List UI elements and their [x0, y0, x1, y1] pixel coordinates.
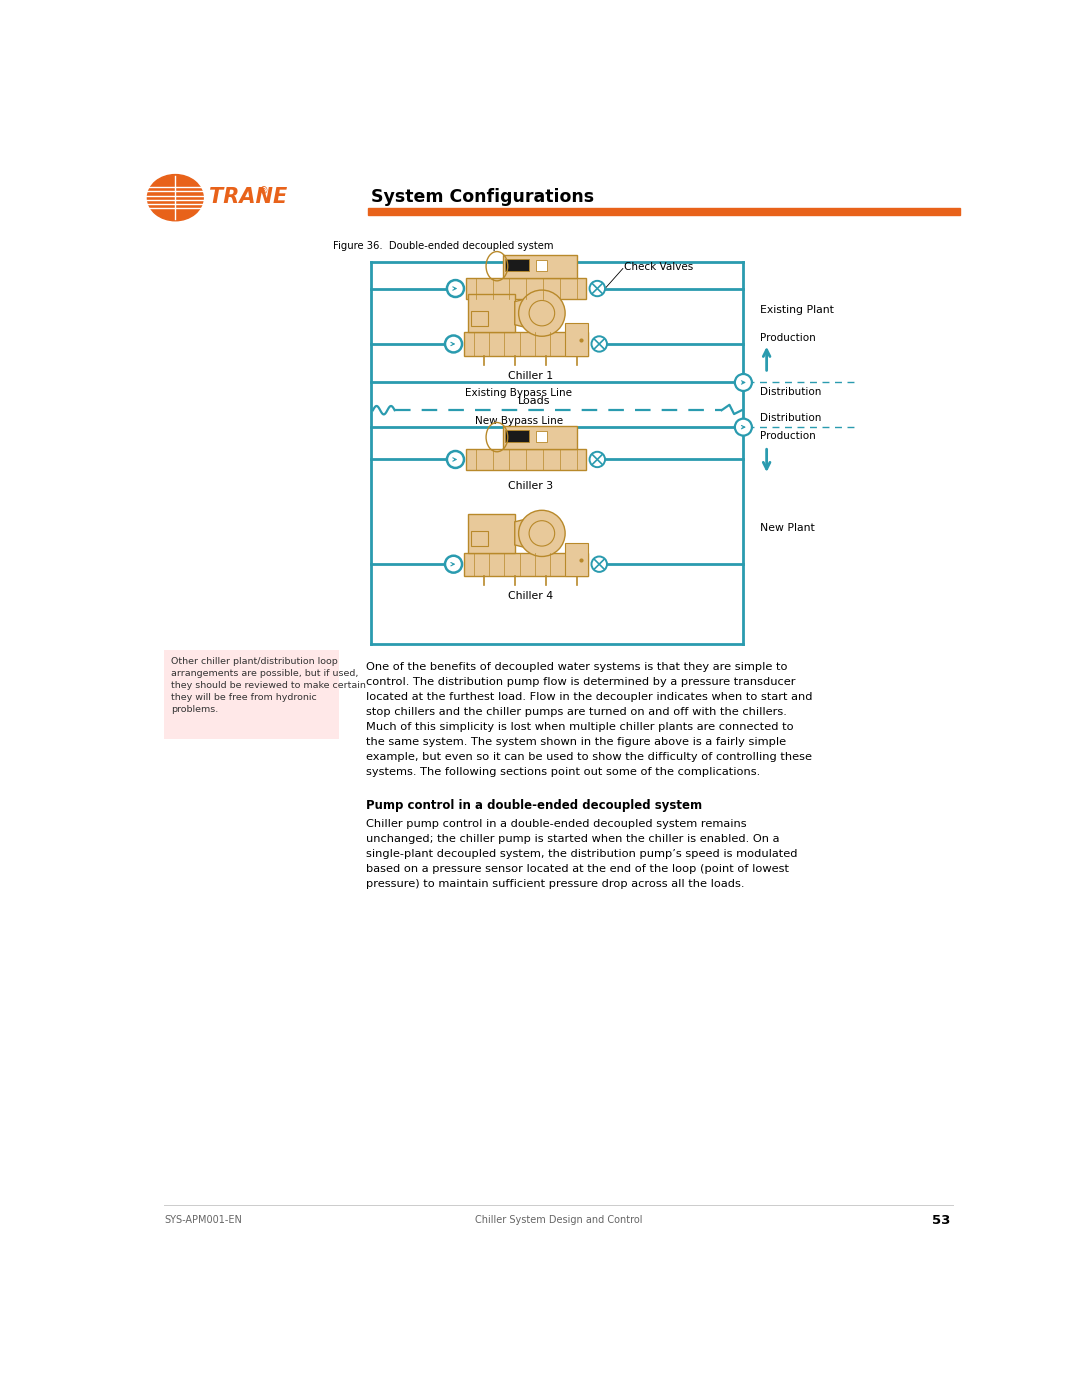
Text: Chiller 4: Chiller 4: [508, 591, 553, 601]
Ellipse shape: [147, 175, 203, 221]
Circle shape: [529, 521, 555, 546]
Bar: [565, 323, 589, 355]
Text: Check Valves: Check Valves: [624, 263, 693, 272]
Bar: [471, 312, 488, 327]
Text: Figure 36.  Double-ended decoupled system: Figure 36. Double-ended decoupled system: [333, 242, 553, 251]
Text: Chiller 1: Chiller 1: [508, 372, 553, 381]
Bar: [503, 254, 577, 278]
Text: Chiller 3: Chiller 3: [508, 481, 553, 490]
Text: control. The distribution pump flow is determined by a pressure transducer: control. The distribution pump flow is d…: [366, 678, 796, 687]
Text: stop chillers and the chiller pumps are turned on and off with the chillers.: stop chillers and the chiller pumps are …: [366, 707, 787, 717]
Bar: [469, 293, 515, 332]
Bar: [464, 553, 589, 576]
Text: Loads: Loads: [518, 395, 551, 407]
Circle shape: [445, 556, 462, 573]
Circle shape: [590, 451, 605, 467]
Text: unchanged; the chiller pump is started when the chiller is enabled. On a: unchanged; the chiller pump is started w…: [366, 834, 780, 844]
Bar: [467, 448, 586, 471]
Text: the same system. The system shown in the figure above is a fairly simple: the same system. The system shown in the…: [366, 738, 786, 747]
Bar: [164, 651, 339, 739]
Text: Production: Production: [760, 332, 816, 342]
Text: Distribution: Distribution: [760, 414, 822, 423]
Bar: [503, 426, 577, 448]
Circle shape: [592, 337, 607, 352]
Circle shape: [447, 451, 464, 468]
Bar: [471, 531, 488, 546]
Bar: [367, 208, 960, 215]
Bar: [469, 514, 515, 553]
Circle shape: [590, 281, 605, 296]
Text: Other chiller plant/distribution loop
arrangements are possible, but if used,
th: Other chiller plant/distribution loop ar…: [171, 657, 365, 714]
Text: Existing Bypass Line: Existing Bypass Line: [465, 388, 572, 398]
Circle shape: [445, 335, 462, 352]
Text: example, but even so it can be used to show the difficulty of controlling these: example, but even so it can be used to s…: [366, 752, 812, 763]
Text: New Bypass Line: New Bypass Line: [474, 416, 563, 426]
Text: System Configurations: System Configurations: [372, 189, 594, 205]
Text: systems. The following sections point out some of the complications.: systems. The following sections point ou…: [366, 767, 760, 777]
Circle shape: [518, 510, 565, 556]
Bar: [505, 430, 529, 441]
Text: Much of this simplicity is lost when multiple chiller plants are connected to: Much of this simplicity is lost when mul…: [366, 722, 794, 732]
Text: Chiller System Design and Control: Chiller System Design and Control: [475, 1215, 643, 1225]
Circle shape: [518, 291, 565, 337]
Text: Chiller pump control in a double-ended decoupled system remains: Chiller pump control in a double-ended d…: [366, 819, 746, 828]
Text: 53: 53: [932, 1214, 950, 1227]
Bar: [536, 260, 546, 271]
Polygon shape: [515, 514, 545, 553]
Text: Existing Plant: Existing Plant: [760, 306, 835, 316]
Circle shape: [734, 419, 752, 436]
Bar: [536, 432, 546, 441]
Text: Distribution: Distribution: [760, 387, 822, 397]
Text: One of the benefits of decoupled water systems is that they are simple to: One of the benefits of decoupled water s…: [366, 662, 787, 672]
Circle shape: [529, 300, 555, 326]
Text: TRANE: TRANE: [208, 187, 287, 207]
Text: based on a pressure sensor located at the end of the loop (point of lowest: based on a pressure sensor located at th…: [366, 865, 789, 875]
Bar: [464, 332, 589, 355]
Text: located at the furthest load. Flow in the decoupler indicates when to start and: located at the furthest load. Flow in th…: [366, 692, 812, 703]
Text: SYS-APM001-EN: SYS-APM001-EN: [164, 1215, 242, 1225]
Text: ®: ®: [259, 186, 269, 196]
Bar: [467, 278, 586, 299]
Text: New Plant: New Plant: [760, 522, 815, 534]
Text: Pump control in a double-ended decoupled system: Pump control in a double-ended decoupled…: [366, 799, 702, 812]
Text: single-plant decoupled system, the distribution pump’s speed is modulated: single-plant decoupled system, the distr…: [366, 849, 797, 859]
Bar: [565, 543, 589, 576]
Text: pressure) to maintain sufficient pressure drop across all the loads.: pressure) to maintain sufficient pressur…: [366, 879, 744, 888]
Polygon shape: [515, 293, 545, 332]
Text: Chiller 2: Chiller 2: [508, 310, 553, 320]
Text: Production: Production: [760, 432, 816, 441]
Circle shape: [734, 374, 752, 391]
Circle shape: [447, 279, 464, 298]
Circle shape: [592, 556, 607, 571]
Bar: [505, 260, 529, 271]
